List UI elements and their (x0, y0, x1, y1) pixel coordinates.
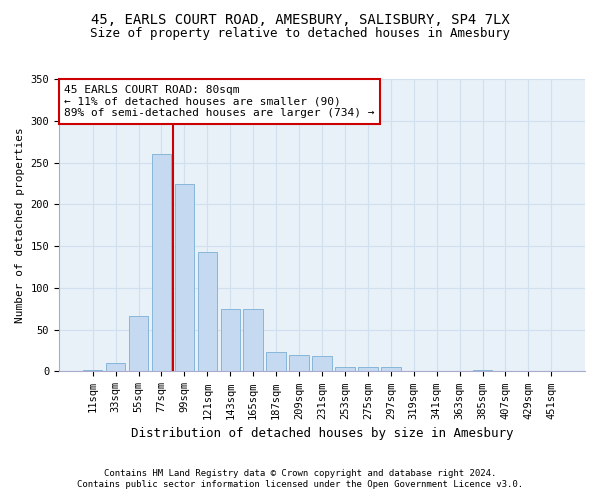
Bar (473, 370, 492, 372)
Text: 45 EARLS COURT ROAD: 80sqm
← 11% of detached houses are smaller (90)
89% of semi: 45 EARLS COURT ROAD: 80sqm ← 11% of deta… (64, 85, 375, 118)
Bar (289, 354, 309, 372)
Text: Size of property relative to detached houses in Amesbury: Size of property relative to detached ho… (90, 28, 510, 40)
Bar (175, 184, 194, 372)
Bar (197, 252, 217, 372)
Bar (129, 316, 148, 372)
Bar (244, 309, 263, 372)
X-axis label: Distribution of detached houses by size in Amesbury: Distribution of detached houses by size … (131, 427, 513, 440)
Bar (152, 154, 171, 372)
Bar (221, 309, 240, 372)
Bar (83, 370, 103, 372)
Bar (381, 368, 401, 372)
Bar (542, 370, 561, 372)
Text: Contains HM Land Registry data © Crown copyright and database right 2024.: Contains HM Land Registry data © Crown c… (104, 468, 496, 477)
Text: Contains public sector information licensed under the Open Government Licence v3: Contains public sector information licen… (77, 480, 523, 489)
Bar (404, 370, 424, 372)
Bar (335, 368, 355, 372)
Bar (358, 368, 377, 372)
Bar (312, 356, 332, 372)
Text: 45, EARLS COURT ROAD, AMESBURY, SALISBURY, SP4 7LX: 45, EARLS COURT ROAD, AMESBURY, SALISBUR… (91, 12, 509, 26)
Y-axis label: Number of detached properties: Number of detached properties (15, 128, 25, 323)
Bar (106, 363, 125, 372)
Bar (266, 352, 286, 372)
